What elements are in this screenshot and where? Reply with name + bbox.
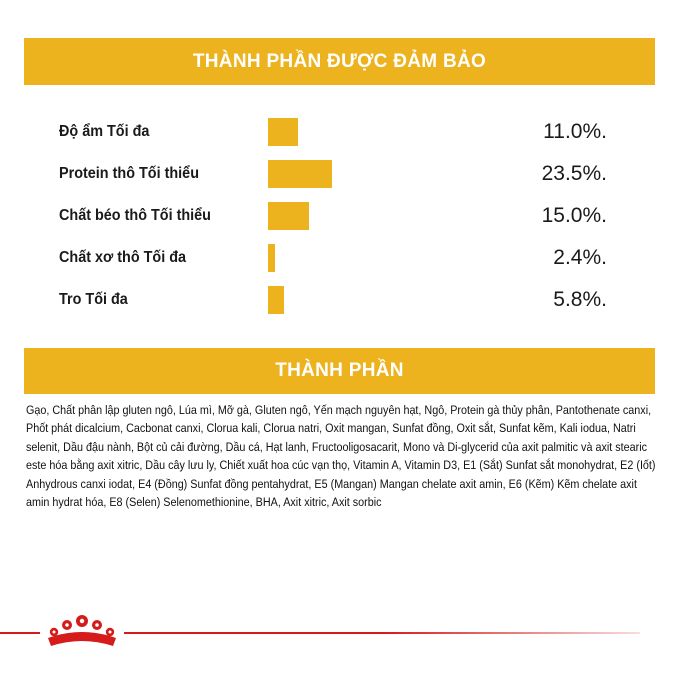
guaranteed-analysis-banner: THÀNH PHẦN ĐƯỢC ĐẢM BẢO [24,38,655,85]
chart-value-label: 5.8%. [553,288,607,311]
footer-accent-line [0,632,640,634]
chart-row: Protein thô Tối thiểu 23.5%. [0,159,675,189]
chart-value-label: 11.0%. [543,120,607,143]
chart-category-label: Chất xơ thô Tối đa [59,249,187,266]
ingredients-title: THÀNH PHẦN [275,360,404,381]
chart-value-label: 23.5%. [541,162,607,185]
ingredients-banner: THÀNH PHẦN [24,348,655,394]
chart-bar [268,160,332,188]
chart-category-label: Chất béo thô Tối thiểu [59,207,211,224]
chart-row: Chất xơ thô Tối đa 2.4%. [0,243,675,273]
chart-bar [268,118,298,146]
ingredients-text: Gạo, Chất phân lập gluten ngô, Lúa mì, M… [26,403,656,510]
guaranteed-analysis-title: THÀNH PHẦN ĐƯỢC ĐẢM BẢO [192,50,487,72]
chart-category-label: Tro Tối đa [59,291,128,308]
chart-bar [268,244,275,272]
chart-category-label: Protein thô Tối thiểu [59,165,199,182]
chart-bar [268,202,309,230]
chart-row: Chất béo thô Tối thiểu 15.0%. [0,201,675,231]
royal-canin-crown-icon [40,615,124,652]
chart-row: Độ ẩm Tối đa 11.0%. [0,117,675,147]
chart-value-label: 2.4%. [553,246,607,269]
chart-value-label: 15.0%. [541,204,607,227]
chart-bar [268,286,284,314]
chart-category-label: Độ ẩm Tối đa [59,123,150,140]
chart-row: Tro Tối đa 5.8%. [0,285,675,315]
